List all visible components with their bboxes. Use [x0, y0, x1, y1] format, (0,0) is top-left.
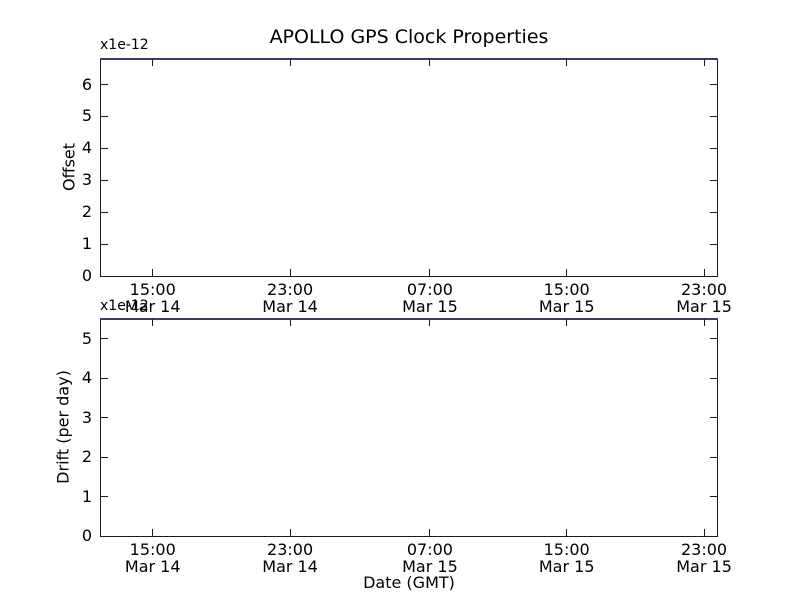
x-major-tick-top	[152, 319, 154, 326]
x-tick-label: 23:00 Mar 15	[676, 280, 732, 316]
x-tick-label: 23:00 Mar 15	[676, 540, 732, 576]
y-tick-label: 5	[81, 328, 92, 348]
x-tick-label: 07:00 Mar 15	[402, 540, 458, 576]
x-tick-label: 15:00 Mar 15	[538, 540, 595, 576]
top-plot-y-axis-label: Offset	[59, 142, 79, 192]
x-major-tick-bottom	[566, 529, 568, 536]
y-major-tick-right	[710, 338, 717, 340]
y-major-tick-left	[101, 211, 108, 213]
y-major-tick-right	[710, 179, 717, 181]
y-major-tick-right	[710, 243, 717, 245]
x-tick-label: 23:00 Mar 14	[262, 540, 318, 576]
y-tick-label: 0	[81, 266, 92, 285]
y-major-tick-left	[101, 275, 108, 277]
y-major-tick-right	[710, 275, 717, 277]
x-major-tick-bottom	[289, 269, 291, 276]
y-major-tick-right	[710, 496, 717, 498]
y-major-tick-left	[101, 147, 108, 149]
y-major-tick-right	[710, 115, 717, 117]
y-major-tick-right	[710, 84, 717, 86]
y-tick-label: 1	[81, 234, 92, 254]
x-major-tick-bottom	[566, 269, 568, 276]
x-tick-label: 23:00 Mar 14	[262, 280, 318, 316]
y-major-tick-left	[101, 179, 108, 181]
y-major-tick-left	[101, 456, 108, 458]
y-major-tick-right	[710, 147, 717, 149]
top-spine-clipped-line-0	[100, 58, 718, 60]
y-major-tick-left	[101, 535, 108, 537]
y-major-tick-right	[710, 417, 717, 419]
top-spine-clipped-line-1	[100, 318, 718, 320]
bottom-plot-y-scale-multiplier: x1e-12	[100, 298, 149, 314]
y-major-tick-left	[101, 338, 108, 340]
x-major-tick-top	[703, 319, 705, 326]
x-major-tick-top	[289, 319, 291, 326]
x-major-tick-bottom	[429, 529, 431, 536]
x-major-tick-bottom	[429, 269, 431, 276]
x-major-tick-top	[429, 59, 431, 66]
y-tick-label: 2	[81, 202, 92, 222]
x-tick-label: 15:00 Mar 15	[538, 280, 595, 316]
y-tick-label: 5	[81, 106, 92, 126]
x-major-tick-top	[429, 319, 431, 326]
x-major-tick-top	[289, 59, 291, 66]
y-tick-label: 1	[81, 486, 92, 506]
y-major-tick-left	[101, 496, 108, 498]
y-major-tick-left	[101, 417, 108, 419]
x-major-tick-bottom	[289, 529, 291, 536]
x-major-tick-bottom	[152, 529, 154, 536]
y-major-tick-right	[710, 456, 717, 458]
y-major-tick-left	[101, 243, 108, 245]
x-major-tick-bottom	[152, 269, 154, 276]
x-major-tick-top	[703, 59, 705, 66]
x-major-tick-top	[566, 319, 568, 326]
y-major-tick-left	[101, 377, 108, 379]
plot-area-1	[100, 318, 718, 537]
bottom-plot-y-axis-label: Drift (per day)	[53, 370, 73, 484]
x-major-tick-bottom	[703, 529, 705, 536]
y-major-tick-right	[710, 535, 717, 537]
x-major-tick-top	[152, 59, 154, 66]
x-axis-label: Date (GMT)	[363, 573, 455, 592]
x-major-tick-bottom	[703, 269, 705, 276]
y-major-tick-right	[710, 211, 717, 213]
y-tick-label: 0	[81, 526, 92, 545]
x-major-tick-top	[566, 59, 568, 66]
chart-title: APOLLO GPS Clock Properties	[269, 26, 549, 48]
y-major-tick-right	[710, 377, 717, 379]
y-major-tick-left	[101, 84, 108, 86]
plot-area-0	[100, 58, 718, 277]
y-major-tick-left	[101, 115, 108, 117]
x-tick-label: 15:00 Mar 14	[124, 540, 181, 576]
y-tick-label: 6	[81, 74, 92, 94]
top-plot-y-scale-multiplier: x1e-12	[100, 37, 149, 53]
x-tick-label: 07:00 Mar 15	[402, 280, 458, 316]
